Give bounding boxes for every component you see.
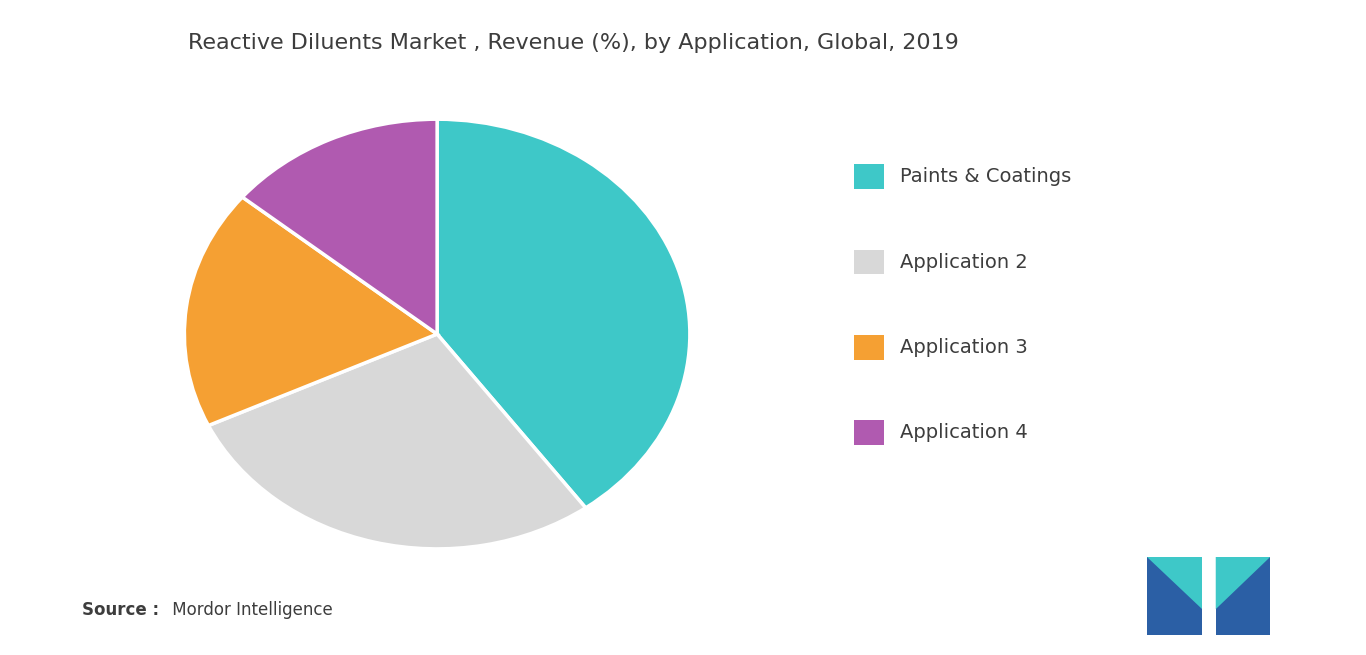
Wedge shape <box>242 119 437 334</box>
Wedge shape <box>184 197 437 426</box>
Text: Paints & Coatings: Paints & Coatings <box>900 167 1071 187</box>
Text: Source :: Source : <box>82 601 158 619</box>
Polygon shape <box>1147 557 1202 609</box>
Text: Application 2: Application 2 <box>900 252 1029 272</box>
Text: Reactive Diluents Market , Revenue (%), by Application, Global, 2019: Reactive Diluents Market , Revenue (%), … <box>189 33 959 53</box>
Bar <box>1216 557 1270 635</box>
Wedge shape <box>437 119 690 508</box>
Text: Application 4: Application 4 <box>900 422 1029 442</box>
Bar <box>1147 557 1202 635</box>
Polygon shape <box>1216 557 1270 609</box>
Text: Application 3: Application 3 <box>900 337 1029 357</box>
Wedge shape <box>209 334 586 549</box>
Text: Mordor Intelligence: Mordor Intelligence <box>167 601 332 619</box>
